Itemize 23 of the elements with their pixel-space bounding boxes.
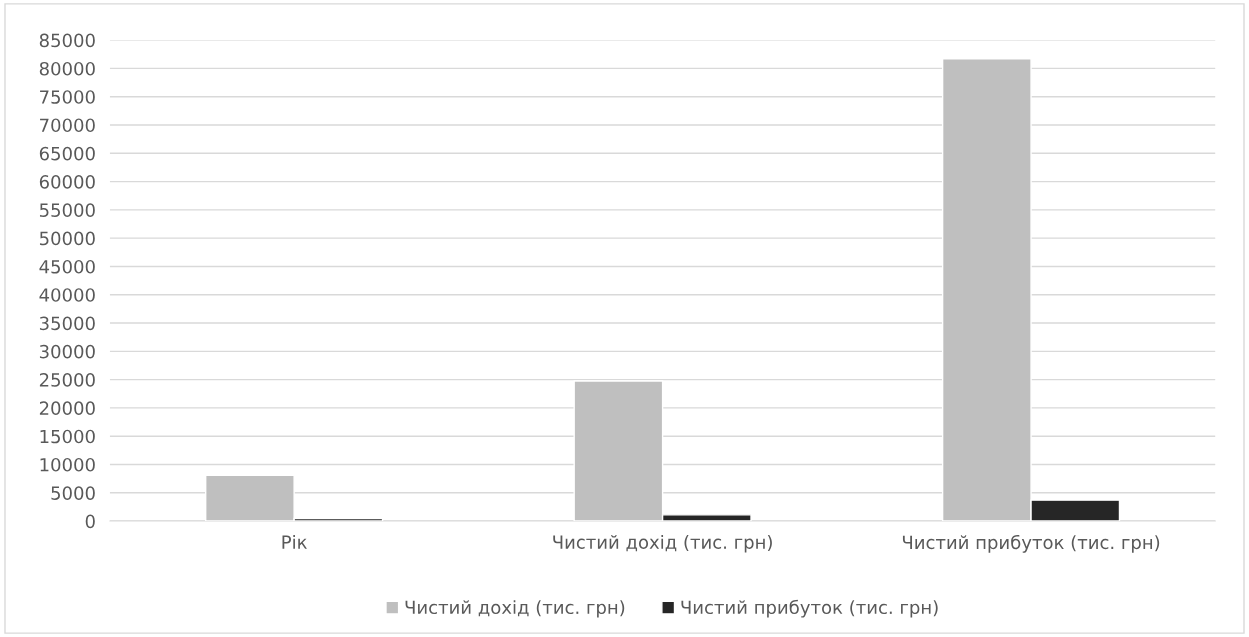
y-tick-label: 0 — [85, 514, 95, 529]
y-tick-label: 15000 — [40, 429, 95, 444]
y-tick-label: 40000 — [39, 288, 95, 302]
y-tick-label: 75000 — [40, 90, 95, 104]
y-tick-label: 70000 — [40, 118, 95, 133]
x-tick-label: Чистий прибуток (тис. грн) — [902, 534, 1160, 553]
y-tick-label: 80000 — [39, 61, 95, 76]
y-tick-label: 45000 — [39, 259, 95, 274]
legend-label: Чистий прибуток (тис. грн) — [681, 599, 938, 618]
y-tick-label: 5000 — [51, 486, 95, 500]
y-tick-label: 30000 — [39, 344, 95, 359]
y-tick-label: 50000 — [39, 231, 95, 246]
legend-label: Чистий дохід (тис. грн) — [405, 600, 625, 618]
y-tick-label: 65000 — [39, 146, 95, 161]
y-tick-label: 55000 — [39, 203, 95, 217]
y-tick-label: 35000 — [39, 316, 95, 331]
x-tick-label: Чистий дохід (тис. грн) — [553, 534, 772, 553]
y-tick-label: 85000 — [39, 33, 95, 48]
y-tick-label: 20000 — [39, 401, 95, 416]
y-tick-label: 10000 — [40, 457, 95, 472]
x-tick-label: Рік — [282, 534, 307, 549]
y-tick-label: 25000 — [39, 373, 95, 387]
y-tick-label: 60000 — [39, 175, 95, 189]
